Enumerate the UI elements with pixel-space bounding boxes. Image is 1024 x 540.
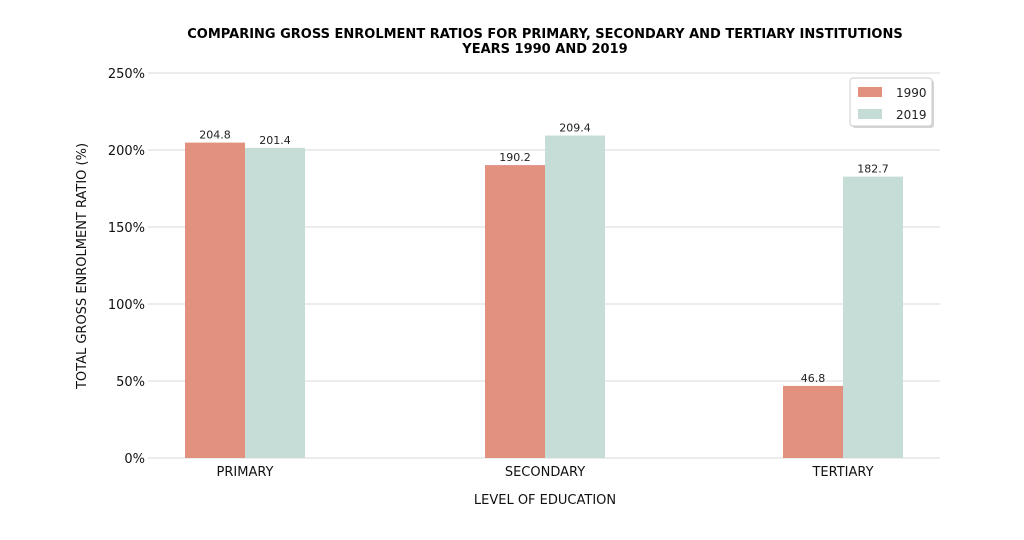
data-label: 209.4	[559, 122, 591, 135]
y-axis-label: TOTAL GROSS ENROLMENT RATIO (%)	[75, 143, 90, 390]
bars: 204.8 201.4 190.2 209.4 46.8 182.7	[185, 122, 903, 459]
chart-title: COMPARING GROSS ENROLMENT RATIOS FOR PRI…	[187, 27, 902, 42]
x-tick-label: SECONDARY	[505, 465, 585, 480]
x-axis-ticks: PRIMARY SECONDARY TERTIARY	[217, 465, 874, 480]
legend: 1990 2019	[849, 77, 934, 128]
x-tick-label: PRIMARY	[217, 465, 274, 480]
bar-2019-secondary	[545, 135, 605, 459]
y-tick-label: 100%	[108, 298, 145, 313]
y-tick-label: 50%	[116, 375, 145, 390]
data-label: 182.7	[857, 163, 889, 176]
bar-1990-primary	[185, 142, 245, 458]
y-tick-label: 0%	[124, 452, 145, 467]
legend-label-1990: 1990	[896, 86, 927, 100]
bar-1990-secondary	[485, 165, 545, 459]
legend-label-2019: 2019	[896, 108, 927, 122]
chart-subtitle: YEARS 1990 AND 2019	[461, 42, 627, 57]
y-tick-label: 200%	[108, 144, 145, 159]
y-tick-label: 150%	[108, 221, 145, 236]
data-label: 201.4	[259, 134, 291, 147]
bar-1990-tertiary	[783, 385, 843, 458]
legend-swatch-2019	[858, 109, 882, 119]
y-tick-label: 250%	[108, 67, 145, 82]
legend-swatch-1990	[858, 87, 882, 97]
data-label: 190.2	[499, 151, 531, 164]
data-label: 204.8	[199, 129, 231, 142]
bar-2019-tertiary	[843, 176, 903, 458]
y-axis-ticks: 0% 50% 100% 150% 200% 250%	[108, 67, 145, 467]
data-label: 46.8	[801, 372, 826, 385]
x-axis-label: LEVEL OF EDUCATION	[474, 493, 616, 508]
x-tick-label: TERTIARY	[811, 465, 873, 480]
bar-2019-primary	[245, 147, 305, 458]
